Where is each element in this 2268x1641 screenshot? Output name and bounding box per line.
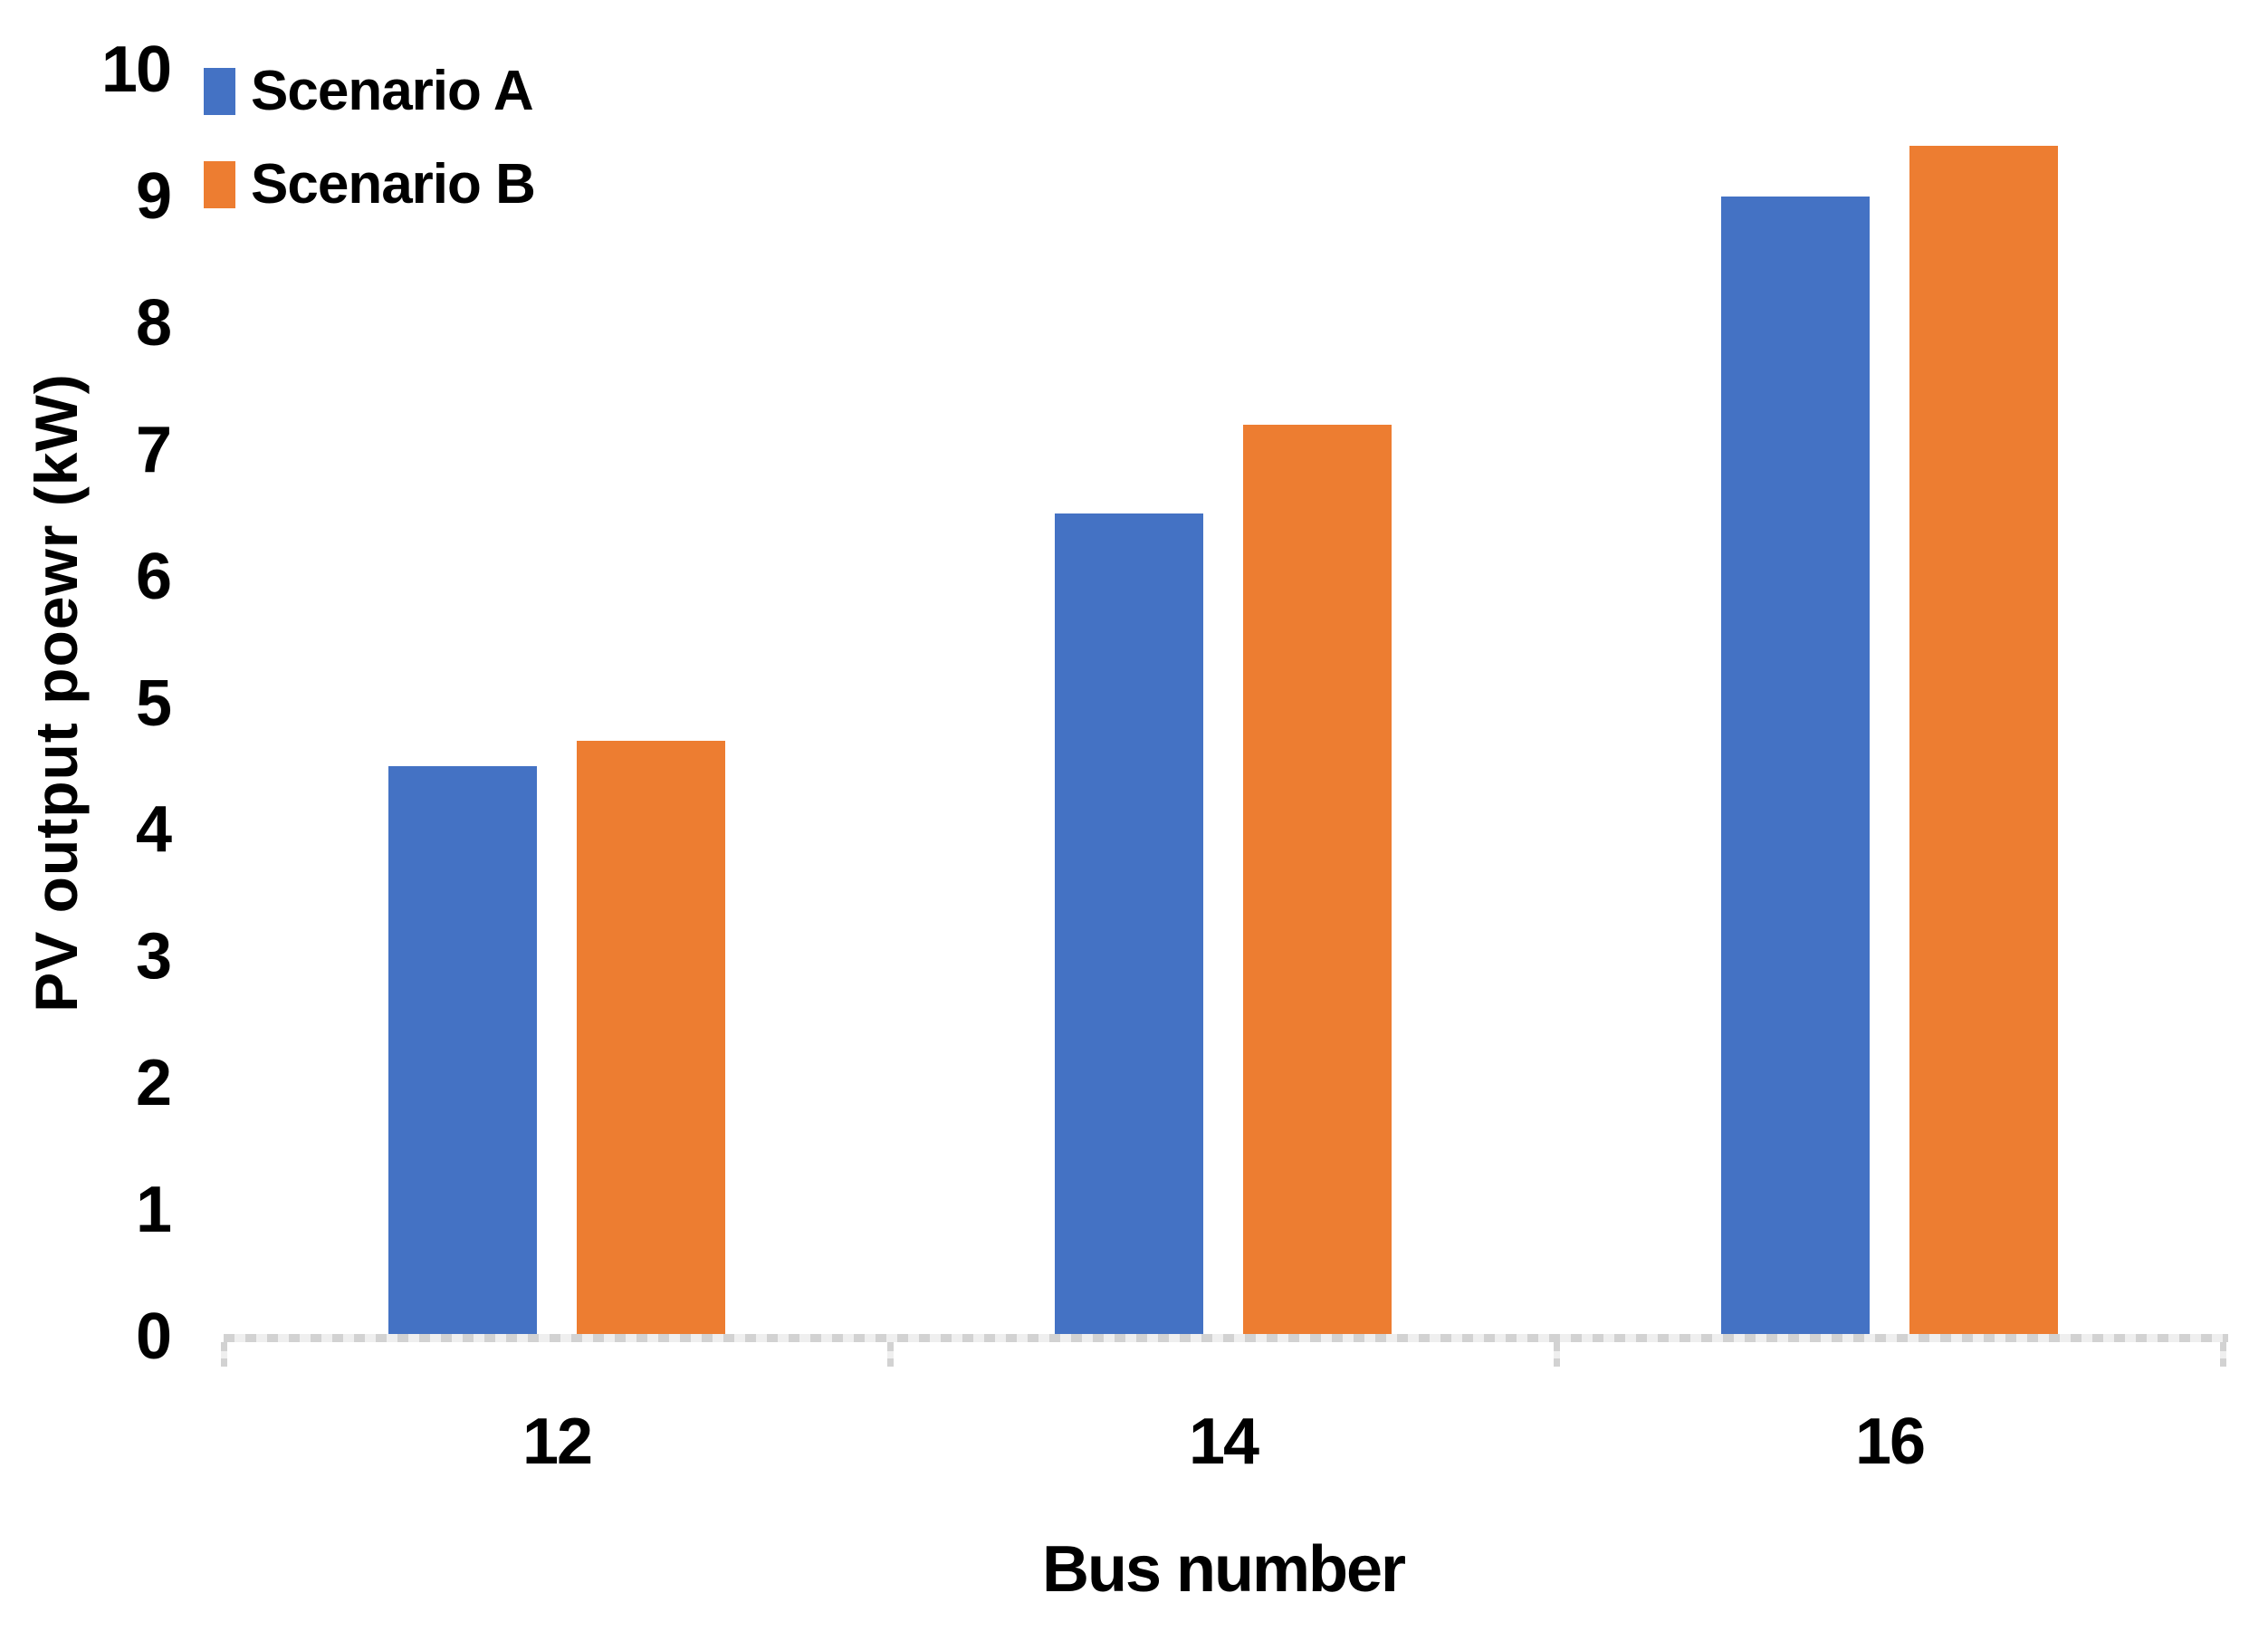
x-tick-label-12: 12: [522, 1406, 593, 1478]
category-group-16: [1556, 70, 2223, 1337]
legend-item-scenario-b: Scenario B: [204, 157, 536, 213]
y-tick-label-0: 0: [135, 1300, 172, 1373]
y-tick-label-9: 9: [135, 159, 172, 233]
y-tick-label-8: 8: [135, 286, 172, 360]
x-axis-tick-mark: [2220, 1342, 2226, 1367]
x-axis-line: [224, 1334, 2228, 1342]
y-tick-label-1: 1: [135, 1174, 172, 1247]
legend-label: Scenario B: [251, 153, 536, 216]
plot-area: [224, 70, 2223, 1337]
legend-label: Scenario A: [251, 60, 534, 122]
bar-scenario-a-12: [388, 766, 537, 1337]
y-tick-label-2: 2: [135, 1047, 172, 1120]
legend: Scenario A Scenario B: [204, 63, 536, 254]
category-group-14: [890, 70, 1556, 1337]
y-tick-label-4: 4: [135, 793, 172, 867]
legend-swatch-scenario-b-icon: [204, 161, 235, 208]
x-axis-title: Bus number: [1041, 1533, 1406, 1606]
y-tick-label-3: 3: [135, 920, 172, 993]
x-axis-tick-mark: [1554, 1342, 1560, 1367]
legend-swatch-scenario-a-icon: [204, 68, 235, 115]
x-tick-label-14: 14: [1188, 1406, 1259, 1478]
bar-scenario-b-12: [577, 741, 725, 1337]
x-axis-tick-mark: [887, 1342, 894, 1367]
legend-item-scenario-a: Scenario A: [204, 63, 535, 120]
x-axis-tick-mark: [221, 1342, 227, 1367]
y-tick-label-10: 10: [100, 34, 172, 106]
y-tick-label-7: 7: [135, 413, 172, 486]
y-tick-label-5: 5: [135, 667, 172, 740]
bar-scenario-a-14: [1055, 513, 1203, 1337]
bar-scenario-b-16: [1909, 145, 2058, 1337]
category-group-12: [224, 70, 890, 1337]
y-tick-label-6: 6: [135, 540, 172, 613]
x-tick-label-16: 16: [1854, 1406, 1926, 1478]
bar-scenario-b-14: [1243, 424, 1392, 1337]
bar-scenario-a-16: [1721, 196, 1870, 1337]
